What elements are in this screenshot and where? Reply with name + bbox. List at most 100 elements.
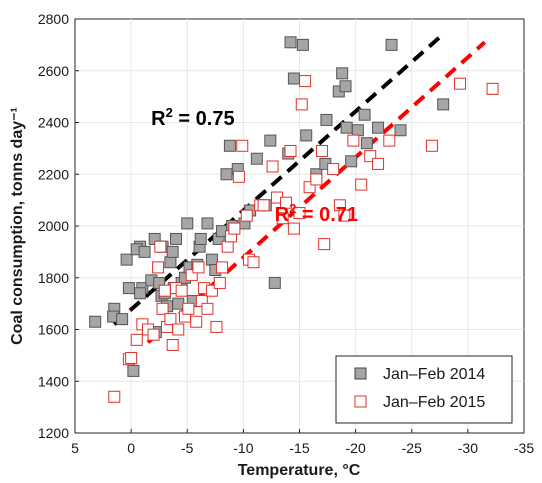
point-2015 xyxy=(364,150,377,163)
point-2014 xyxy=(345,155,358,168)
point-2014 xyxy=(164,256,177,269)
y-tick-label: 1200 xyxy=(38,425,69,441)
point-2014 xyxy=(170,232,183,245)
point-2015 xyxy=(175,284,188,297)
y-tick-label: 1600 xyxy=(38,322,69,338)
point-2014 xyxy=(340,121,353,134)
fit-labels: R2 = 0.75 R2 = 0.71 xyxy=(151,105,358,226)
x-tick-label: -15 xyxy=(289,440,309,456)
point-2015 xyxy=(293,207,306,220)
legend: Jan–Feb 2014 Jan–Feb 2015 xyxy=(335,355,513,424)
point-2014 xyxy=(360,137,373,150)
point-2015 xyxy=(130,333,143,346)
point-2015 xyxy=(303,181,316,194)
legend-box xyxy=(335,355,513,424)
point-2015 xyxy=(201,302,214,315)
point-2014 xyxy=(138,245,151,258)
x-tick-label: -25 xyxy=(402,440,422,456)
point-2014 xyxy=(134,287,147,300)
point-2014 xyxy=(205,253,218,266)
point-2015 xyxy=(257,199,270,212)
point-2015 xyxy=(284,144,297,157)
point-2015 xyxy=(216,261,229,274)
point-2015 xyxy=(383,134,396,147)
point-2014 xyxy=(358,108,371,121)
point-2015 xyxy=(210,320,223,333)
point-2015 xyxy=(355,178,368,191)
y-axis-title: Coal consumption, tonns day⁻¹ xyxy=(9,107,26,345)
point-2015 xyxy=(372,157,385,170)
point-2015 xyxy=(299,75,312,88)
fit-line-2014 xyxy=(112,35,442,326)
point-2014 xyxy=(372,121,385,134)
point-2015 xyxy=(166,339,179,352)
point-2015 xyxy=(486,82,499,95)
x-tick-label: 0 xyxy=(127,440,135,456)
point-2015 xyxy=(425,139,438,152)
point-2014 xyxy=(89,315,102,328)
x-tick-label: 5 xyxy=(71,440,79,456)
point-2015 xyxy=(295,98,308,111)
point-2014 xyxy=(264,134,277,147)
point-2014 xyxy=(287,72,300,85)
point-2015 xyxy=(152,261,165,274)
point-2014 xyxy=(172,297,185,310)
point-2015 xyxy=(154,240,167,253)
point-2014 xyxy=(284,36,297,49)
point-2015 xyxy=(276,212,289,225)
point-2015 xyxy=(347,134,360,147)
point-2014 xyxy=(351,124,364,137)
point-2014 xyxy=(127,364,140,377)
point-2014 xyxy=(250,152,263,165)
point-2014 xyxy=(336,67,349,80)
point-2014 xyxy=(122,282,135,295)
point-2014 xyxy=(300,129,313,142)
point-2015 xyxy=(338,209,351,222)
y-tick-label: 2200 xyxy=(38,166,69,182)
y-tick-label: 2400 xyxy=(38,115,69,131)
point-2015 xyxy=(236,139,249,152)
point-2014 xyxy=(385,38,398,51)
point-2015 xyxy=(108,390,121,403)
point-2014 xyxy=(320,113,333,126)
point-2014 xyxy=(116,313,129,326)
y-tick-label: 1400 xyxy=(38,373,69,389)
x-tick-label: -10 xyxy=(233,440,253,456)
point-2014 xyxy=(120,253,133,266)
point-2014 xyxy=(181,217,194,230)
point-2015 xyxy=(454,77,467,90)
point-2015 xyxy=(327,163,340,176)
legend-label-2015: Jan–Feb 2015 xyxy=(383,394,485,411)
r2-label-2015: R2 = 0.71 xyxy=(275,201,358,226)
point-2015 xyxy=(287,222,300,235)
y-tick-label: 2600 xyxy=(38,63,69,79)
point-2015 xyxy=(315,144,328,157)
x-axis-title: Temperature, °C xyxy=(238,462,361,479)
y-axis-ticks: 1200 1400 1600 1800 2000 2200 2400 2600 2800 xyxy=(38,11,79,441)
point-2015 xyxy=(156,302,169,315)
point-2015 xyxy=(172,323,185,336)
legend-marker-2015 xyxy=(354,395,367,408)
point-2015 xyxy=(266,160,279,173)
y-tick-label: 1800 xyxy=(38,270,69,286)
point-2014 xyxy=(437,98,450,111)
point-2014 xyxy=(339,80,352,93)
point-2015 xyxy=(147,328,160,341)
point-2015 xyxy=(182,302,195,315)
point-2014 xyxy=(394,124,407,137)
point-2014 xyxy=(166,245,179,258)
y-tick-label: 2000 xyxy=(38,218,69,234)
x-tick-label: -35 xyxy=(514,440,534,456)
point-2014 xyxy=(194,232,207,245)
legend-label-2014: Jan–Feb 2014 xyxy=(383,366,485,383)
x-axis-ticks: 5 0 -5 -10 -15 -20 -25 -30 -35 xyxy=(71,429,534,456)
point-2014 xyxy=(220,168,233,181)
point-2015 xyxy=(125,351,138,364)
data-points xyxy=(89,36,499,403)
point-2015 xyxy=(310,173,323,186)
r2-label-2014: R2 = 0.75 xyxy=(151,105,234,130)
y-tick-label: 2800 xyxy=(38,11,69,27)
point-2014 xyxy=(201,217,214,230)
x-tick-label: -5 xyxy=(181,440,194,456)
